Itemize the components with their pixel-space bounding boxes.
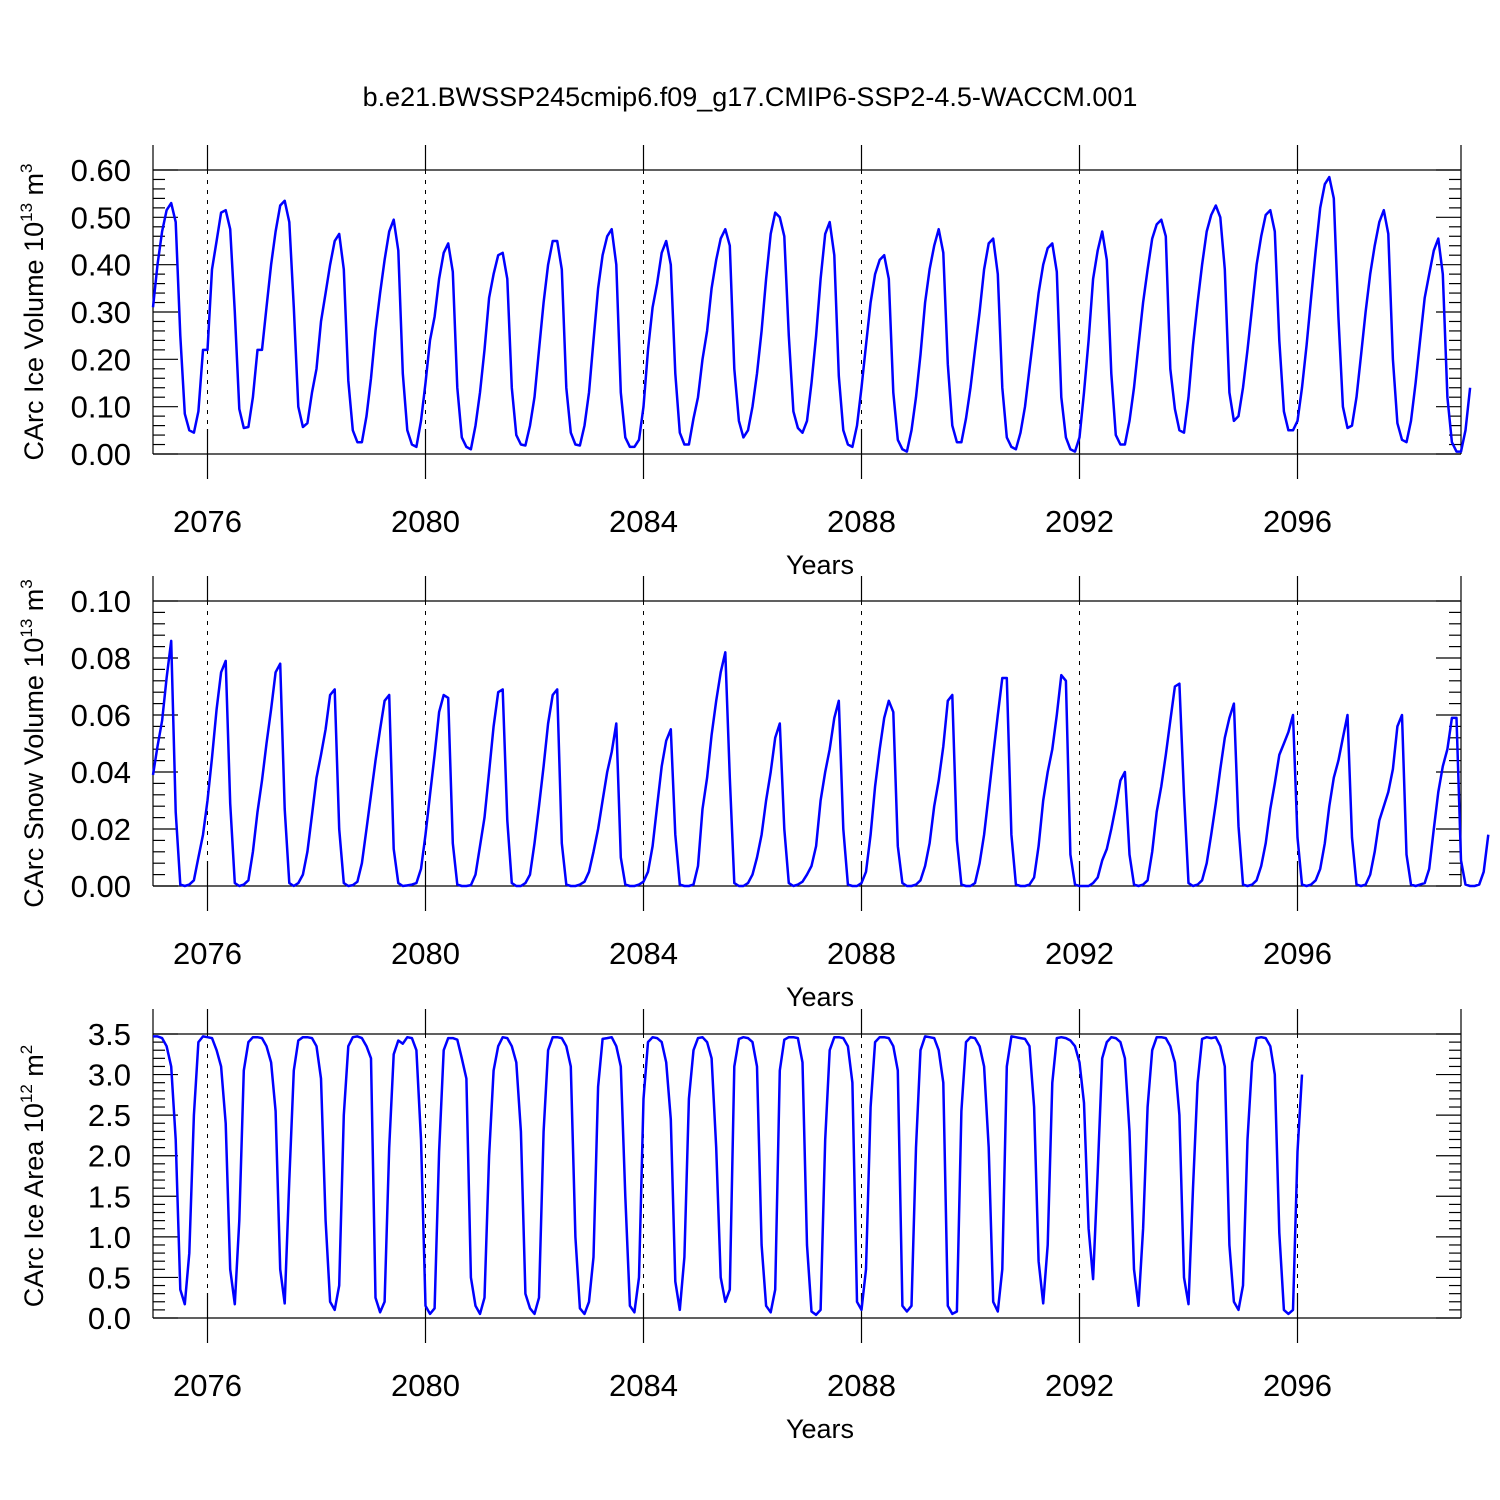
x-tick-label: 2092	[1045, 504, 1114, 539]
y-tick-label: 0.00	[71, 437, 131, 472]
x-tick-label: 2080	[391, 504, 460, 539]
x-tick-label: 2096	[1263, 1368, 1332, 1403]
series-line	[151, 639, 1490, 888]
series-line	[151, 175, 1472, 453]
panels: 0.00 0.10 0.20 0.30 0.40 0.50 0.60 2076 2080 2084…	[17, 145, 1490, 1444]
x-tick-label: 2092	[1045, 936, 1114, 971]
y-tick-label: 2.0	[88, 1139, 131, 1174]
x-axis-label: Years	[786, 982, 854, 1012]
y-tick-label: 3.5	[88, 1017, 131, 1052]
y-tick-label: 0.40	[71, 248, 131, 283]
y-tick-label: 0.5	[88, 1260, 131, 1295]
panel-snow-volume: 0.00 0.02 0.04 0.06 0.08 0.10 2076 2080 2084 2088…	[17, 576, 1490, 1012]
x-tick-label: 2092	[1045, 1368, 1114, 1403]
y-tick-label: 0.50	[71, 200, 131, 235]
x-tick-label: 2080	[391, 936, 460, 971]
x-tick-label: 2076	[173, 936, 242, 971]
y-axis-label: CArc Ice Area 1012 m2	[17, 1045, 49, 1308]
figure-title: b.e21.BWSSP245cmip6.f09_g17.CMIP6-SSP2-4…	[363, 82, 1138, 112]
y-tick-label: 0.10	[71, 584, 131, 619]
x-tick-label: 2088	[827, 504, 896, 539]
y-tick-label: 0.20	[71, 342, 131, 377]
y-tick-label: 2.5	[88, 1098, 131, 1133]
x-tick-label: 2096	[1263, 936, 1332, 971]
y-tick-label: 0.00	[71, 869, 131, 904]
y-tick-label: 0.60	[71, 153, 131, 188]
series-line	[153, 1035, 1304, 1317]
x-tick-label: 2096	[1263, 504, 1332, 539]
x-tick-label: 2076	[173, 504, 242, 539]
x-tick-label: 2080	[391, 1368, 460, 1403]
x-tick-label: 2088	[827, 1368, 896, 1403]
y-tick-label: 0.08	[71, 641, 131, 676]
x-axis-label: Years	[786, 550, 854, 580]
y-tick-label: 0.30	[71, 295, 131, 330]
x-tick-label: 2084	[609, 936, 678, 971]
x-tick-label: 2088	[827, 936, 896, 971]
y-tick-label: 0.06	[71, 698, 131, 733]
y-tick-label: 3.0	[88, 1058, 131, 1093]
y-tick-label: 1.0	[88, 1220, 131, 1255]
x-tick-label: 2076	[173, 1368, 242, 1403]
y-axis-label: CArc Snow Volume 1013 m3	[17, 579, 49, 908]
y-tick-label: 0.04	[71, 755, 131, 790]
y-tick-label: 0.02	[71, 812, 131, 847]
y-tick-label: 0.0	[88, 1301, 131, 1336]
y-tick-label: 0.10	[71, 390, 131, 425]
x-tick-label: 2084	[609, 504, 678, 539]
y-axis-label: CArc Ice Volume 1013 m3	[17, 163, 49, 460]
x-tick-label: 2084	[609, 1368, 678, 1403]
x-axis-label: Years	[786, 1414, 854, 1444]
panel-ice-volume: 0.00 0.10 0.20 0.30 0.40 0.50 0.60 2076 2080 2084…	[17, 145, 1472, 580]
y-tick-label: 1.5	[88, 1179, 131, 1214]
panel-ice-area: 0.0 0.5 1.0 1.5 2.0 2.5 3.0 3.5 2076 2080 2084 2088…	[17, 1009, 1462, 1444]
